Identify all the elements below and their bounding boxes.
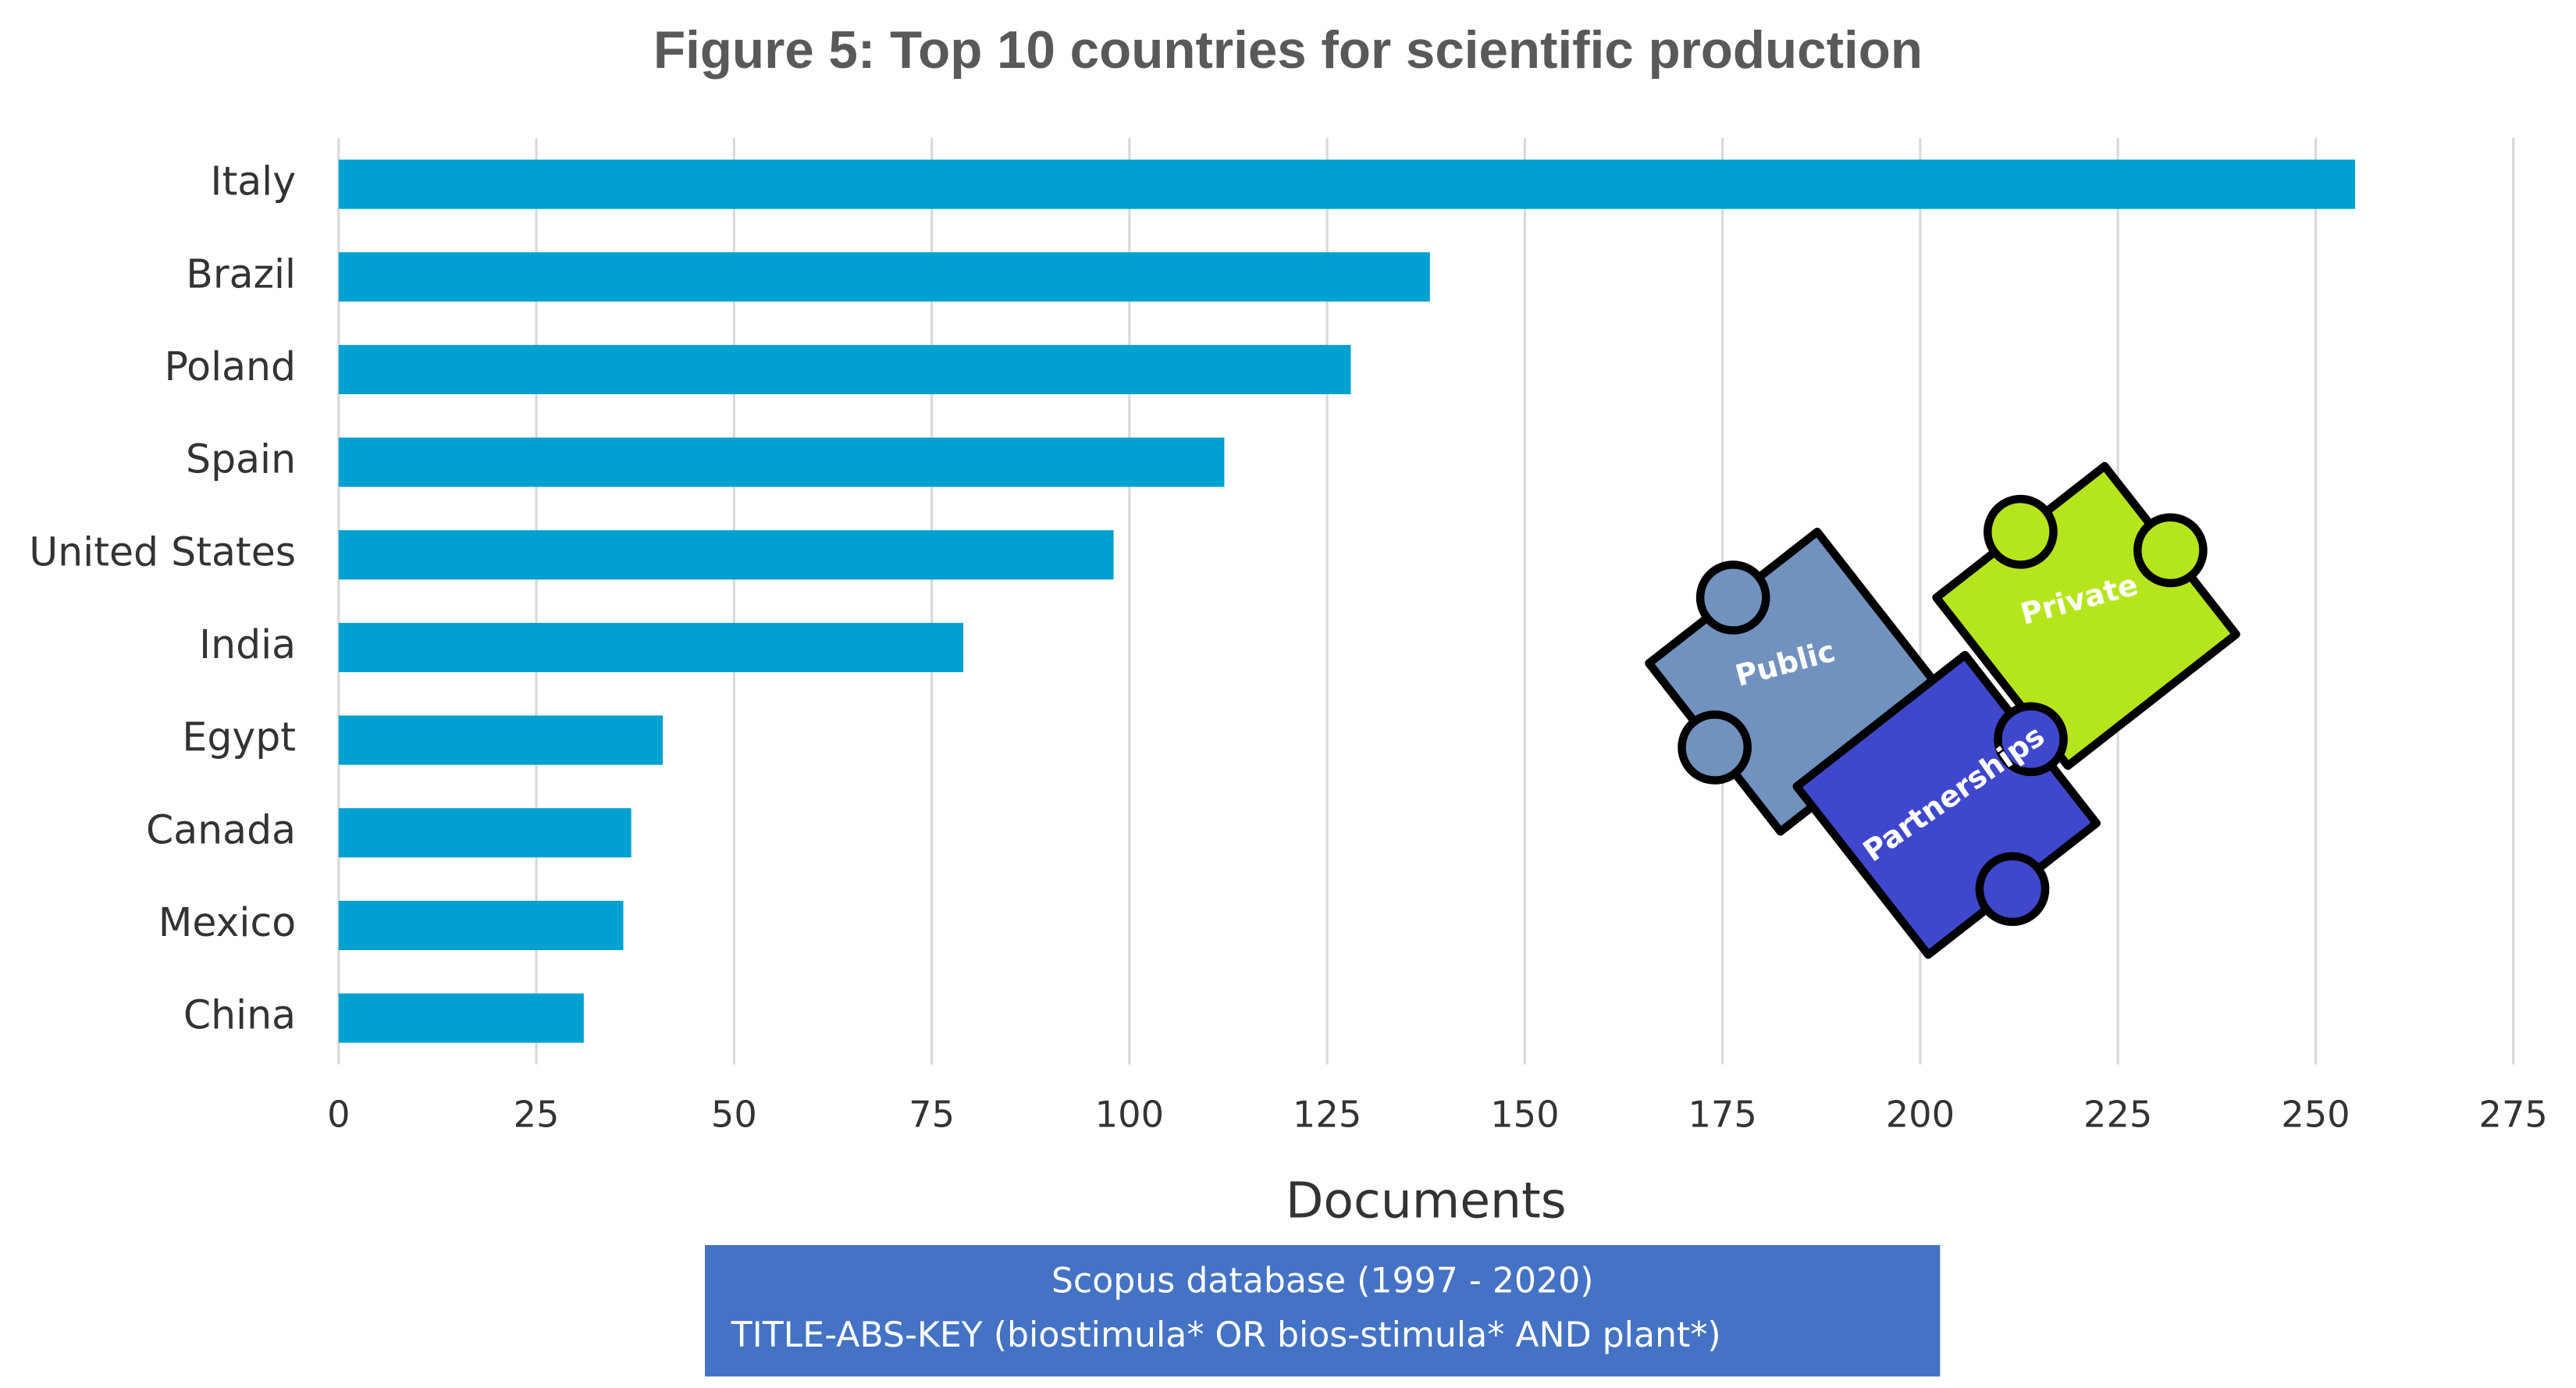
y-tick-label: Spain xyxy=(186,436,296,482)
bar xyxy=(338,159,2356,209)
bar xyxy=(338,252,1430,302)
note-line: TITLE-ABS-KEY (biostimula* OR bios-stimu… xyxy=(731,1315,1721,1355)
x-axis-label: Documents xyxy=(1286,1171,1567,1229)
y-tick-label: Brazil xyxy=(186,251,296,297)
bar xyxy=(338,808,632,858)
x-tick-label: 0 xyxy=(327,1093,350,1135)
bar xyxy=(338,530,1114,580)
y-tick-label: Italy xyxy=(211,158,297,205)
y-tick-label: Canada xyxy=(146,806,296,852)
bar xyxy=(338,715,664,765)
x-tick-label: 125 xyxy=(1293,1093,1361,1135)
bar xyxy=(338,900,624,951)
x-tick-label: 25 xyxy=(514,1093,560,1135)
y-tick-label: United States xyxy=(29,529,296,575)
bar xyxy=(338,437,1225,487)
bar xyxy=(338,622,964,673)
y-tick-label: India xyxy=(199,621,296,667)
bar xyxy=(338,344,1351,394)
x-tick-label: 275 xyxy=(2479,1093,2548,1135)
y-tick-label: China xyxy=(183,992,296,1038)
chart-title: Figure 5: Top 10 countries for scientifi… xyxy=(653,21,1923,80)
x-tick-label: 200 xyxy=(1886,1093,1955,1135)
y-tick-label: Mexico xyxy=(158,899,296,945)
puzzle-illustration xyxy=(1645,461,2240,959)
note-box xyxy=(705,1244,1941,1377)
x-tick-label: 75 xyxy=(909,1093,955,1135)
x-tick-label: 150 xyxy=(1490,1093,1559,1135)
x-tick-label: 50 xyxy=(711,1093,757,1135)
x-tick-label: 175 xyxy=(1688,1093,1756,1135)
x-tick-label: 225 xyxy=(2083,1093,2152,1135)
note-line: Scopus database (1997 - 2020) xyxy=(1051,1261,1594,1301)
x-tick-label: 100 xyxy=(1095,1093,1164,1135)
y-tick-label: Egypt xyxy=(182,714,296,760)
plot-area: 0 25 50 75 100 125 150 175 200 225 250 275 Italy Braz… xyxy=(29,137,2548,1135)
bar xyxy=(338,993,584,1043)
x-tick-label: 250 xyxy=(2281,1093,2350,1135)
y-tick-label: Poland xyxy=(165,343,297,390)
